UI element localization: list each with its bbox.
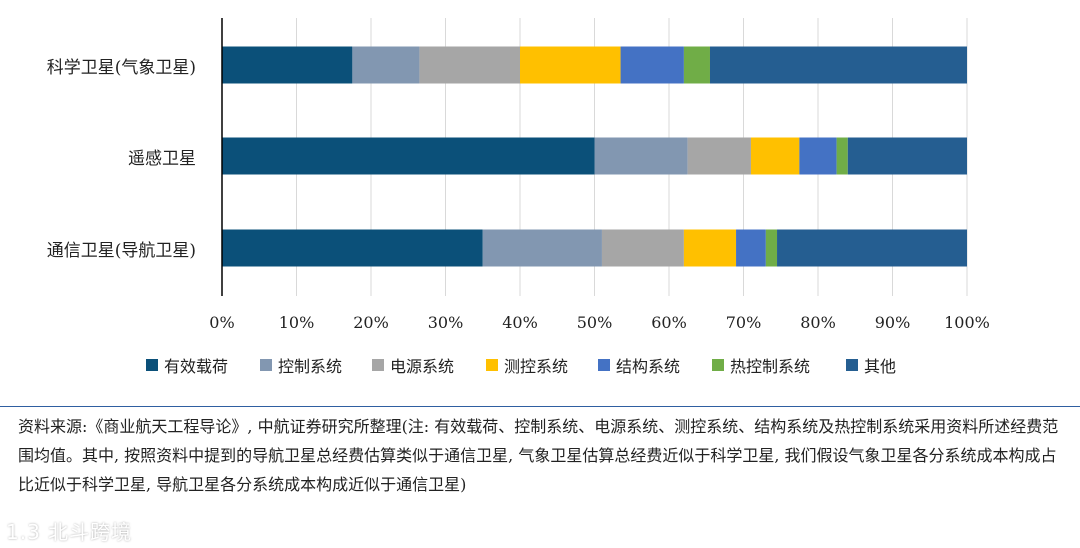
bar-segment [601, 229, 684, 267]
bar-segment [765, 229, 778, 267]
bar-segment [222, 137, 595, 175]
legend-swatch [486, 359, 498, 371]
x-tick-label: 10% [278, 313, 315, 332]
legend-swatch [712, 359, 724, 371]
bar-segment [482, 229, 602, 267]
bar-segment [777, 229, 967, 267]
legend-item: 其他 [846, 352, 896, 378]
bar-segment [836, 137, 848, 175]
legend-item: 控制系统 [260, 352, 342, 378]
source-note: 资料来源:《商业航天工程导论》, 中航证券研究所整理(注: 有效载荷、控制系统、… [18, 417, 1059, 494]
legend-swatch [372, 359, 384, 371]
watermark: 1.3 北斗跨境 [6, 520, 133, 544]
legend-swatch [146, 359, 158, 371]
legend-swatch [846, 359, 858, 371]
bar-segment [222, 229, 483, 267]
legend-label: 其他 [864, 357, 897, 376]
legend-item: 结构系统 [598, 352, 680, 378]
legend-label: 电源系统 [390, 357, 455, 376]
bar-segment [683, 46, 710, 84]
bar-segment [709, 46, 967, 84]
x-tick-label: 50% [576, 313, 613, 332]
x-tick-label: 0% [209, 313, 235, 332]
legend-label: 测控系统 [504, 357, 569, 376]
legend-swatch [260, 359, 272, 371]
bar-segment [222, 46, 353, 84]
x-tick-label: 60% [651, 313, 687, 332]
bar-segment [847, 137, 967, 175]
x-tick-label: 30% [427, 313, 464, 332]
legend-label: 结构系统 [616, 357, 681, 376]
chart-legend: 有效载荷 控制系统 电源系统 测控系统 结构系统 热控制系统 其他 [0, 352, 1080, 380]
legend-label: 控制系统 [278, 357, 343, 376]
chart: 0% 10% 20% 30% 40% 50% 60% 70% 80% 90% 100% 科学卫星(气象… [46, 18, 990, 332]
legend-item: 测控系统 [486, 352, 568, 378]
bar-segment [683, 229, 737, 267]
category-label: 遥感卫星 [128, 149, 196, 169]
x-tick-label: 90% [874, 313, 911, 332]
x-tick-label: 40% [502, 313, 538, 332]
x-tick-label: 70% [725, 313, 762, 332]
legend-item: 电源系统 [372, 352, 454, 378]
legend-item: 热控制系统 [712, 352, 810, 378]
x-tick-label: 80% [800, 313, 836, 332]
category-label: 科学卫星(气象卫星) [46, 58, 196, 78]
legend-item: 有效载荷 [146, 352, 228, 378]
x-tick-label: 20% [353, 313, 389, 332]
legend-swatch [598, 359, 610, 371]
legend-label: 热控制系统 [730, 357, 811, 376]
chart-plot [221, 18, 968, 296]
bar-segment [520, 46, 621, 84]
divider [0, 406, 1080, 407]
category-label: 通信卫星(导航卫星) [46, 241, 196, 261]
x-tick-label: 100% [944, 313, 990, 332]
bar-segment [736, 229, 766, 267]
bar-segment [750, 137, 800, 175]
bar-segment [419, 46, 520, 84]
bar-segment [687, 137, 751, 175]
bar-segment [352, 46, 420, 84]
bar-segment [620, 46, 684, 84]
bar-segment [799, 137, 837, 175]
bar-segment [594, 137, 688, 175]
legend-label: 有效载荷 [164, 357, 229, 376]
